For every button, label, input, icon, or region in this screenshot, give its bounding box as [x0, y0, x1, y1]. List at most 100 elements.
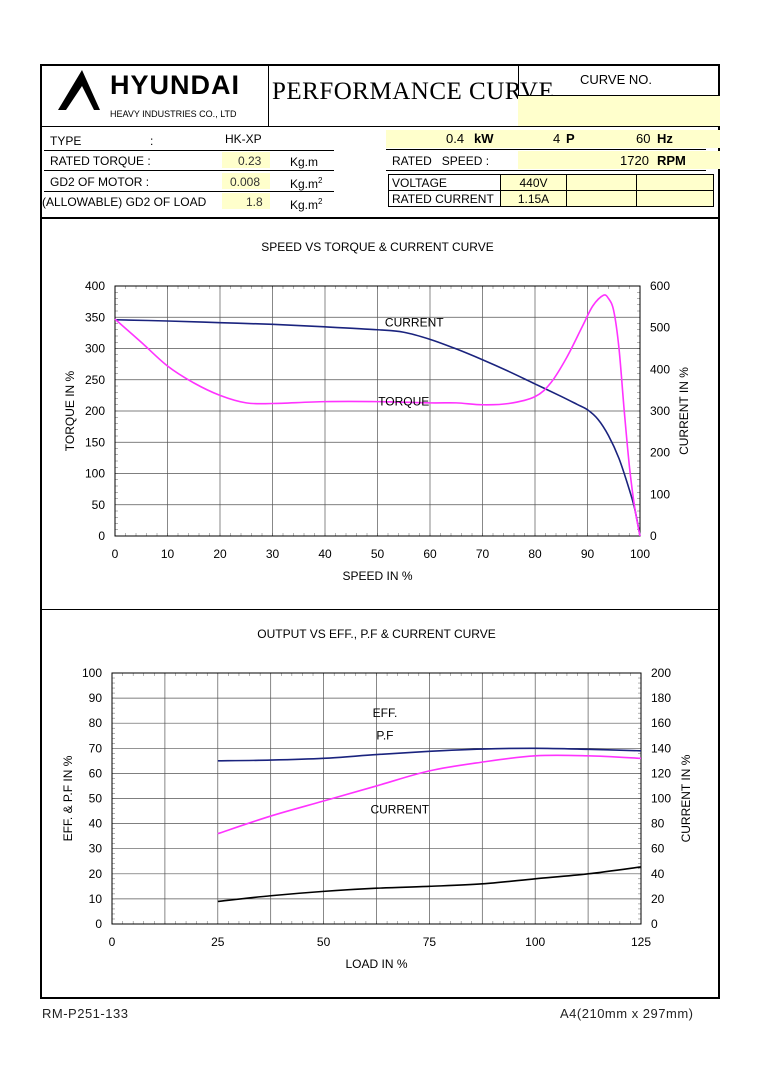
type-underline: [44, 150, 334, 151]
gd2-load-highlight: [222, 193, 270, 209]
power-highlight: [386, 130, 720, 148]
y-tick-label: 50: [89, 792, 103, 806]
rated-torque-unit: Kg.m: [290, 155, 319, 169]
company-name: HEAVY INDUSTRIES CO., LTD: [110, 109, 237, 119]
y-tick-label: 100: [85, 467, 105, 481]
rated-speed-unit: RPM: [657, 153, 686, 168]
rated-current-extra-2: [636, 190, 714, 207]
output-eff-chart: OUTPUT VS EFF., P.F & CURRENT CURVE 0 25 50…: [61, 627, 693, 971]
x-axis-label: LOAD IN %: [345, 957, 407, 971]
x-tick-label: 90: [581, 547, 595, 561]
y-tick-label: 40: [89, 817, 103, 831]
y-tick-label: 250: [85, 373, 105, 387]
poles-value: 4: [553, 131, 561, 146]
x-tick-label: 40: [318, 547, 332, 561]
series-line-p-f: [217, 747, 642, 762]
torque-highlight: [222, 152, 270, 168]
y2-tick-label: 40: [651, 867, 665, 881]
x-tick-label: 25: [211, 935, 225, 949]
doc-code: RM-P251-133: [42, 1006, 129, 1021]
x-tick-label: 0: [112, 547, 119, 561]
series-label-current: CURRENT: [370, 803, 429, 817]
x-tick-label: 50: [371, 547, 385, 561]
y-tick-label: 0: [95, 917, 102, 931]
y-tick-label: 80: [89, 716, 103, 730]
rated-torque-value: 0.23: [238, 154, 262, 168]
title-block: PERFORMANCE CURVE: [268, 64, 554, 126]
y2-tick-label: 140: [651, 741, 671, 755]
y-axis-label: TORQUE IN %: [63, 370, 77, 451]
y-tick-label: 70: [89, 741, 103, 755]
freq-unit: Hz: [657, 131, 673, 146]
electrical-table: VOLTAGE 440V RATED CURRENT 1.15A: [388, 174, 714, 207]
series-line-current: [217, 866, 642, 903]
series-line-current: [114, 318, 641, 537]
y-tick-label: 50: [92, 498, 106, 512]
x-tick-label: 0: [109, 935, 116, 949]
x-tick-label: 100: [525, 935, 545, 949]
speed-torque-chart: SPEED VS TORQUE & CURRENT CURVE 0 10 20 30 40…: [63, 240, 691, 583]
gd2-load-value: 1.8: [246, 195, 263, 209]
y2-tick-label: 600: [650, 279, 670, 293]
x-tick-label: 80: [528, 547, 542, 561]
y-tick-label: 90: [89, 691, 103, 705]
rated-current-row: RATED CURRENT 1.15A: [388, 190, 714, 207]
y2-tick-label: 300: [650, 404, 670, 418]
charts-top-line: [40, 217, 720, 219]
type-colon: :: [150, 134, 154, 148]
y2-tick-label: 200: [650, 446, 670, 460]
chart-title: SPEED VS TORQUE & CURRENT CURVE: [261, 240, 494, 254]
x-tick-label: 75: [423, 935, 437, 949]
type-label: TYPE: [50, 134, 82, 148]
series-label-torque: TORQUE: [378, 394, 429, 408]
x-tick-label: 20: [213, 547, 227, 561]
gd2-motor-highlight: [222, 173, 270, 189]
y2-axis-label: CURRENT IN %: [677, 367, 691, 455]
y2-tick-label: 0: [650, 529, 657, 543]
voltage-row: VOLTAGE 440V: [388, 174, 714, 191]
y2-tick-label: 500: [650, 321, 670, 335]
gd2-motor-value: 0.008: [230, 175, 261, 189]
header-bottom-line: [40, 126, 720, 127]
curve-no-value: [518, 95, 720, 126]
gd2-motor-unit-sup: 2: [318, 176, 323, 185]
y-tick-label: 0: [98, 529, 105, 543]
freq-value: 60: [636, 131, 651, 146]
y2-tick-label: 60: [651, 842, 665, 856]
power-value: 0.4: [446, 131, 465, 146]
x-tick-label: 100: [630, 547, 650, 561]
y2-axis-label: CURRENT IN %: [679, 754, 693, 842]
voltage-extra-2: [636, 174, 714, 191]
y2-tick-label: 180: [651, 691, 671, 705]
chart-title: OUTPUT VS EFF., P.F & CURRENT CURVE: [257, 627, 496, 641]
y2-tick-label: 120: [651, 766, 671, 780]
y2-tick-label: 100: [650, 487, 670, 501]
y-tick-label: 350: [85, 310, 105, 324]
y2-tick-label: 80: [651, 817, 665, 831]
y-tick-label: 200: [85, 404, 105, 418]
x-axis-label: SPEED IN %: [342, 569, 412, 583]
gd2-motor-label: GD2 OF MOTOR :: [50, 175, 150, 189]
plot-area: [114, 285, 641, 537]
y-tick-label: 10: [89, 892, 103, 906]
x-tick-label: 10: [161, 547, 175, 561]
y-tick-label: 30: [89, 842, 103, 856]
charts-middle-line: [40, 609, 720, 610]
voltage-label: VOLTAGE: [388, 174, 501, 191]
x-tick-label: 70: [476, 547, 490, 561]
y-tick-label: 300: [85, 342, 105, 356]
series-label-p-f: P.F: [376, 729, 393, 743]
y-tick-label: 150: [85, 435, 105, 449]
y2-tick-label: 200: [651, 666, 671, 680]
gd2-load-unit-text: Kg.m: [290, 198, 319, 212]
series-label-eff: EFF.: [373, 706, 398, 720]
y2-tick-label: 160: [651, 716, 671, 730]
x-tick-label: 50: [317, 935, 331, 949]
rated-speed-value: 1720: [620, 153, 649, 168]
y2-tick-label: 20: [651, 892, 665, 906]
y-tick-label: 20: [89, 867, 103, 881]
voltage-value: 440V: [500, 174, 567, 191]
series-line-eff: [217, 754, 642, 835]
doc-title: PERFORMANCE CURVE: [272, 78, 555, 105]
x-tick-label: 60: [423, 547, 437, 561]
